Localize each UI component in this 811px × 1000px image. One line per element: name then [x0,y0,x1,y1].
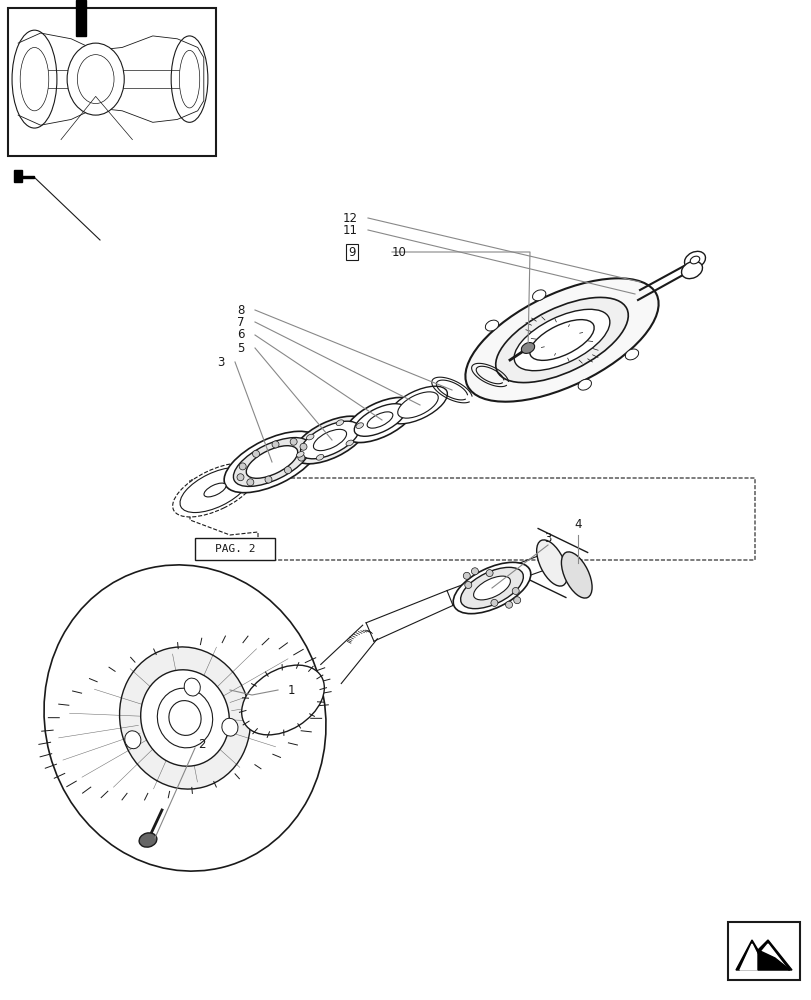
Ellipse shape [512,587,518,594]
Ellipse shape [397,392,438,418]
Ellipse shape [140,670,229,766]
Ellipse shape [464,582,471,589]
Ellipse shape [473,576,510,600]
Ellipse shape [354,404,406,436]
Ellipse shape [536,540,567,586]
Text: 3: 3 [543,532,551,544]
Ellipse shape [485,320,498,331]
Ellipse shape [264,476,272,483]
Polygon shape [76,0,87,36]
Ellipse shape [157,688,212,748]
Ellipse shape [501,577,508,584]
Polygon shape [757,950,789,970]
Ellipse shape [139,833,157,847]
Ellipse shape [367,412,393,428]
Text: 5: 5 [238,342,245,355]
Ellipse shape [689,256,699,264]
Polygon shape [735,940,791,970]
Ellipse shape [246,446,298,478]
Text: 2: 2 [198,737,205,750]
Ellipse shape [453,562,530,614]
Ellipse shape [180,467,250,513]
Ellipse shape [471,568,478,575]
Ellipse shape [529,320,594,360]
Ellipse shape [298,454,304,461]
Ellipse shape [313,429,346,451]
Ellipse shape [474,592,482,599]
Text: 3: 3 [217,356,225,368]
Ellipse shape [20,47,49,111]
Ellipse shape [237,474,243,481]
Ellipse shape [388,386,447,424]
Ellipse shape [125,731,141,749]
Ellipse shape [239,463,246,470]
Ellipse shape [204,483,225,497]
Ellipse shape [299,443,307,450]
Ellipse shape [513,309,609,371]
Ellipse shape [532,290,545,301]
Bar [8,8,216,156]
Ellipse shape [491,599,497,606]
Ellipse shape [577,379,590,390]
Bar [727,922,799,980]
Text: 10: 10 [392,245,406,258]
Ellipse shape [336,420,343,426]
Ellipse shape [486,570,492,577]
Ellipse shape [284,467,291,474]
Ellipse shape [179,50,200,108]
Ellipse shape [119,647,250,789]
Ellipse shape [345,397,414,443]
Ellipse shape [460,567,523,609]
Ellipse shape [293,416,367,464]
Ellipse shape [221,718,238,736]
Ellipse shape [242,665,324,735]
Polygon shape [739,944,787,970]
Text: 4: 4 [573,518,581,532]
Ellipse shape [680,261,702,279]
Ellipse shape [272,441,279,448]
Ellipse shape [463,572,470,579]
Ellipse shape [184,678,200,696]
Ellipse shape [355,423,363,428]
Ellipse shape [624,349,638,360]
Ellipse shape [495,297,628,383]
Text: 1: 1 [288,684,295,696]
Text: 11: 11 [342,224,358,237]
Text: 8: 8 [238,304,245,316]
Text: PAG. 2: PAG. 2 [214,544,255,554]
Ellipse shape [290,438,297,445]
Polygon shape [14,170,34,182]
Ellipse shape [169,701,201,735]
Ellipse shape [247,479,254,486]
Ellipse shape [173,463,257,517]
Ellipse shape [465,278,658,402]
Text: 6: 6 [237,328,245,342]
Ellipse shape [252,450,260,457]
Ellipse shape [233,438,311,486]
Ellipse shape [44,565,325,871]
Ellipse shape [316,454,324,460]
Ellipse shape [505,601,512,608]
Text: 7: 7 [237,316,245,328]
Ellipse shape [224,431,320,493]
Ellipse shape [296,452,303,457]
Ellipse shape [513,597,520,604]
Ellipse shape [300,421,359,459]
Ellipse shape [306,434,314,440]
FancyBboxPatch shape [195,538,275,560]
Text: 9: 9 [348,245,355,258]
Ellipse shape [345,440,353,446]
Ellipse shape [521,343,534,353]
Ellipse shape [560,552,591,598]
Text: 12: 12 [342,212,358,225]
Ellipse shape [684,251,705,269]
Ellipse shape [67,43,124,115]
